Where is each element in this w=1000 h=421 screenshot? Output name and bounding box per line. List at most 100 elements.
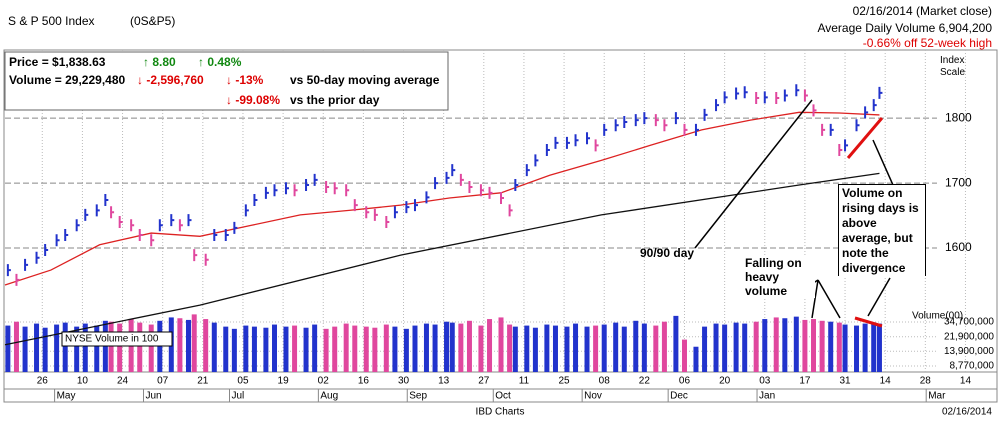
price-bar <box>187 214 192 227</box>
price-bar <box>735 87 740 100</box>
volume-bar <box>478 325 484 372</box>
volume-bar <box>836 322 842 372</box>
price-bar <box>284 182 289 195</box>
arrow <box>872 139 894 186</box>
volume-bar <box>507 324 513 372</box>
x-tick-label: 07 <box>157 376 169 387</box>
price-change: ↑ 8.80 <box>143 55 176 69</box>
price-bar <box>565 136 570 149</box>
volume-bar <box>498 317 504 372</box>
price-bar <box>170 214 175 227</box>
volume-bar <box>352 325 358 372</box>
price-bar <box>273 184 278 197</box>
volume-bar <box>332 326 338 372</box>
month-label: Oct <box>495 391 511 402</box>
volume-bar <box>283 326 289 372</box>
volume-bar <box>552 325 558 372</box>
price-bar <box>244 204 249 217</box>
price-bar <box>775 92 780 105</box>
annotation: Volume on rising days is above average, … <box>838 184 926 276</box>
price-bar <box>445 171 450 184</box>
volume: Volume = 29,229,480 <box>9 73 126 87</box>
price-bar <box>683 123 688 136</box>
volume-bar <box>613 322 619 372</box>
x-tick-label: 22 <box>639 376 651 387</box>
price-bar <box>104 193 109 206</box>
info-box <box>4 51 449 111</box>
volume-bar <box>641 323 647 372</box>
volume-bar <box>532 327 538 372</box>
price-bar <box>703 108 708 121</box>
volume-bar <box>62 322 68 372</box>
x-tick-label: 31 <box>839 376 851 387</box>
x-tick-label: 21 <box>197 376 209 387</box>
price-bar <box>694 123 699 136</box>
y2-label: Volume(00) <box>912 311 963 322</box>
title: S & P 500 Index <box>8 14 95 28</box>
price-pct: ↑ 0.48% <box>198 55 242 69</box>
volume-bar <box>733 322 739 372</box>
volume-bar <box>231 328 237 372</box>
price-bar <box>55 234 60 247</box>
volume-bar <box>432 324 438 372</box>
volume-bar <box>661 321 667 372</box>
x-tick-label: 10 <box>77 376 89 387</box>
volume-bar <box>74 326 80 372</box>
price-bar <box>75 219 80 232</box>
date: 02/16/2014 (Market close) <box>853 4 992 18</box>
trend <box>846 117 884 159</box>
volume-bar <box>842 324 848 372</box>
x-tick-label: 02 <box>318 376 330 387</box>
x-tick-label: 08 <box>599 376 611 387</box>
volume-bar <box>782 318 788 372</box>
price-bar <box>193 249 198 262</box>
price-bar <box>634 114 639 127</box>
volume-bar <box>42 327 48 372</box>
volume-bar <box>423 323 429 372</box>
arrow <box>867 277 891 317</box>
x-tick-label: 30 <box>398 376 410 387</box>
y2-tick-label: 8,770,000 <box>950 361 995 372</box>
price-bar <box>150 234 155 247</box>
volume-bar <box>524 325 530 372</box>
price-bar <box>594 139 599 152</box>
volume-bar <box>363 326 369 372</box>
volume-bar <box>177 318 183 372</box>
month-label: May <box>57 391 76 402</box>
price-bar <box>844 139 849 152</box>
volume-bar <box>487 319 493 372</box>
volume-bar <box>773 317 779 372</box>
x-tick-label: 26 <box>37 376 49 387</box>
month-label: Aug <box>320 391 338 402</box>
x-tick-label: 19 <box>278 376 290 387</box>
annotation-box: Falling on heavy volume <box>745 256 815 298</box>
annotation: 90/90 day <box>640 246 694 260</box>
x-tick-label: 28 <box>920 376 932 387</box>
price-bar <box>213 229 218 242</box>
price-bar <box>204 253 209 266</box>
month-label: Nov <box>584 391 602 402</box>
y-tick-label: 1600 <box>945 240 972 254</box>
price-bar <box>158 219 163 232</box>
price-bar <box>525 164 530 177</box>
price-bar <box>500 192 504 205</box>
volume-bar <box>148 324 154 372</box>
price-bar <box>373 208 378 221</box>
price-bar <box>233 221 238 234</box>
source: IBD Charts <box>476 407 525 418</box>
off-high: -0.66% off 52-week high <box>863 36 992 50</box>
legend-box <box>61 331 173 347</box>
volume-bar <box>392 326 398 372</box>
price-bar <box>15 273 20 286</box>
volume-bar <box>713 323 719 372</box>
month-label: Mar <box>928 391 946 402</box>
volume-bar <box>372 327 378 372</box>
y-tick-label: 1700 <box>945 175 972 189</box>
price-bar <box>508 204 513 217</box>
x-tick-label: 17 <box>799 376 811 387</box>
price-bar <box>864 106 869 119</box>
volume-bar <box>263 327 269 372</box>
price-bar <box>603 123 608 136</box>
price-bar <box>293 184 298 197</box>
volume-bar <box>621 326 627 372</box>
